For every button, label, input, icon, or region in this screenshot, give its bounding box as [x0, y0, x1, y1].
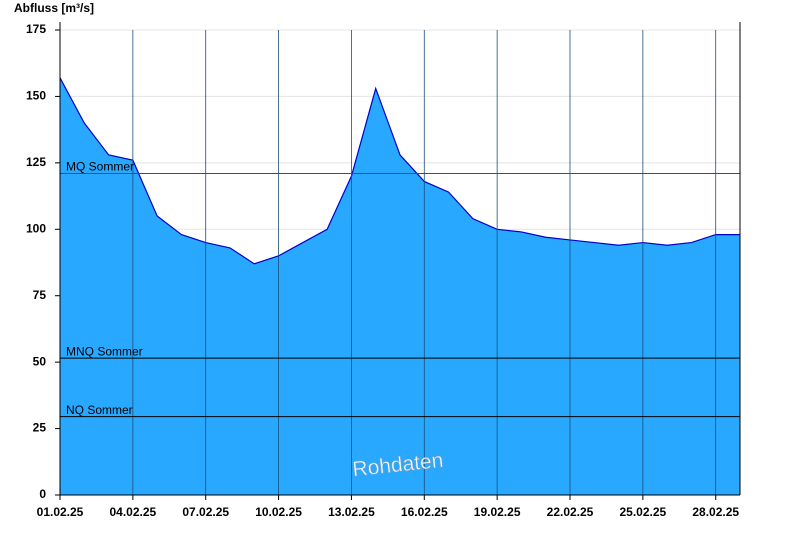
x-tick-label: 07.02.25	[182, 505, 229, 519]
x-tick-label: 19.02.25	[474, 505, 521, 519]
y-tick-label: 125	[26, 155, 46, 169]
x-tick-label: 04.02.25	[109, 505, 156, 519]
x-tick-label: 22.02.25	[547, 505, 594, 519]
reference-label: MQ Sommer	[66, 160, 134, 174]
y-tick-label: 150	[26, 89, 46, 103]
x-tick-label: 25.02.25	[619, 505, 666, 519]
y-tick-label: 75	[33, 288, 47, 302]
x-tick-label: 16.02.25	[401, 505, 448, 519]
y-tick-label: 25	[33, 421, 47, 435]
reference-label: MNQ Sommer	[66, 344, 143, 358]
y-tick-label: 175	[26, 22, 46, 36]
y-tick-label: 0	[39, 487, 46, 501]
y-tick-label: 100	[26, 221, 46, 235]
x-tick-label: 28.02.25	[692, 505, 739, 519]
y-tick-label: 50	[33, 354, 47, 368]
area-fill	[60, 77, 740, 495]
x-tick-label: 01.02.25	[37, 505, 84, 519]
reference-label: NQ Sommer	[66, 403, 133, 417]
y-axis-label: Abfluss [m³/s]	[14, 1, 94, 15]
area-line	[59, 77, 740, 265]
x-tick-label: 10.02.25	[255, 505, 302, 519]
x-tick-label: 13.02.25	[328, 505, 375, 519]
